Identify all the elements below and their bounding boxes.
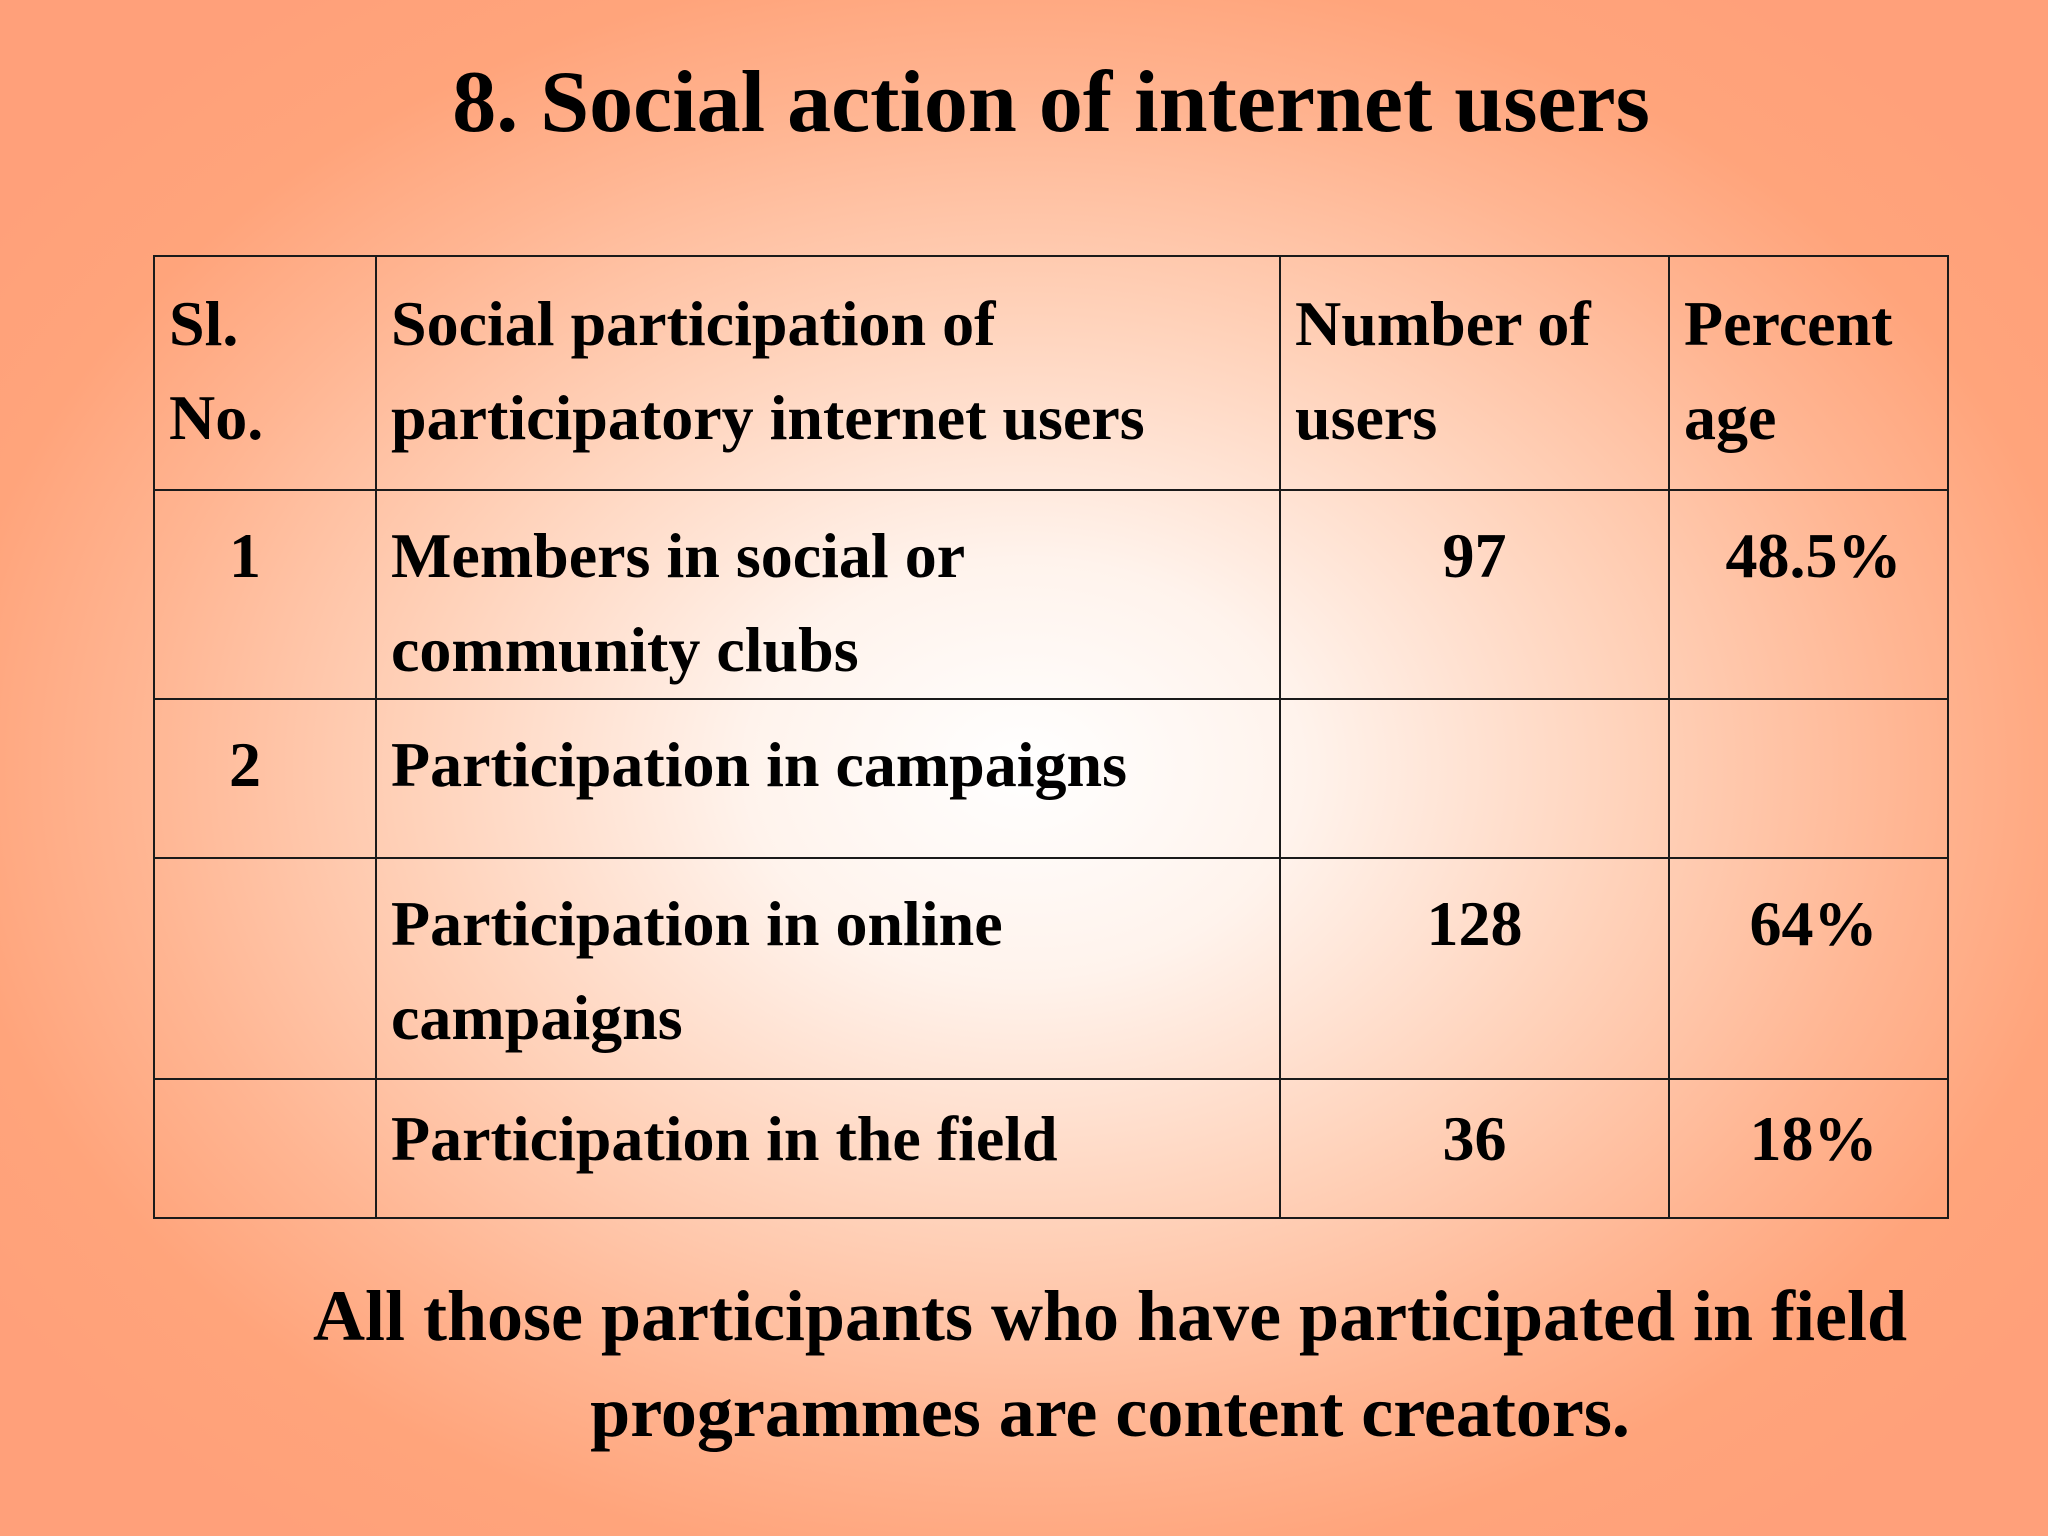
row-users: 36 xyxy=(1279,1078,1670,1219)
table-row: Participation in online campaigns 128 64… xyxy=(153,857,1949,1080)
row-label-line-1: Participation in campaigns xyxy=(391,729,1128,800)
row-label-line-1: Participation in the field xyxy=(391,1103,1058,1174)
header-users-line-1: Number of xyxy=(1295,288,1591,359)
row-label-line-2: community clubs xyxy=(391,614,859,685)
row-users: 128 xyxy=(1279,857,1670,1080)
slide-title: 8. Social action of internet users xyxy=(452,54,1650,151)
header-participation-line-2: participatory internet users xyxy=(391,382,1145,453)
row-label-line-2: campaigns xyxy=(391,982,683,1053)
row-users xyxy=(1279,698,1670,859)
header-sl-no-line-2: No. xyxy=(169,382,264,453)
row-percent: 18% xyxy=(1668,1078,1949,1219)
header-sl-no-line-1: Sl. xyxy=(169,288,239,359)
participation-table: Sl. No. Social participation of particip… xyxy=(153,255,1949,1219)
row-sl-no: 2 xyxy=(153,698,377,859)
header-users: Number of users xyxy=(1279,255,1670,491)
header-participation-line-1: Social participation of xyxy=(391,288,996,359)
header-users-line-2: users xyxy=(1295,382,1438,453)
row-sl-no xyxy=(153,1078,377,1219)
table-row: 2 Participation in campaigns xyxy=(153,698,1949,859)
row-percent: 48.5% xyxy=(1668,489,1949,700)
table-header-row: Sl. No. Social participation of particip… xyxy=(153,255,1949,491)
conclusion-note: All those participants who have particip… xyxy=(312,1276,1908,1452)
row-percent: 64% xyxy=(1668,857,1949,1080)
row-label: Members in social or community clubs xyxy=(375,489,1281,700)
header-percent-line-2: age xyxy=(1684,382,1777,453)
row-label: Participation in campaigns xyxy=(375,698,1281,859)
table-row: 1 Members in social or community clubs 9… xyxy=(153,489,1949,700)
row-sl-no: 1 xyxy=(153,489,377,700)
table-row: Participation in the field 36 18% xyxy=(153,1078,1949,1219)
row-label-line-1: Members in social or xyxy=(391,520,966,591)
header-participation: Social participation of participatory in… xyxy=(375,255,1281,491)
row-sl-no xyxy=(153,857,377,1080)
header-sl-no: Sl. No. xyxy=(153,255,377,491)
header-percent: Percent age xyxy=(1668,255,1949,491)
row-label: Participation in online campaigns xyxy=(375,857,1281,1080)
row-label: Participation in the field xyxy=(375,1078,1281,1219)
row-percent xyxy=(1668,698,1949,859)
header-percent-line-1: Percent xyxy=(1684,288,1893,359)
row-label-line-1: Participation in online xyxy=(391,888,1003,959)
row-users: 97 xyxy=(1279,489,1670,700)
